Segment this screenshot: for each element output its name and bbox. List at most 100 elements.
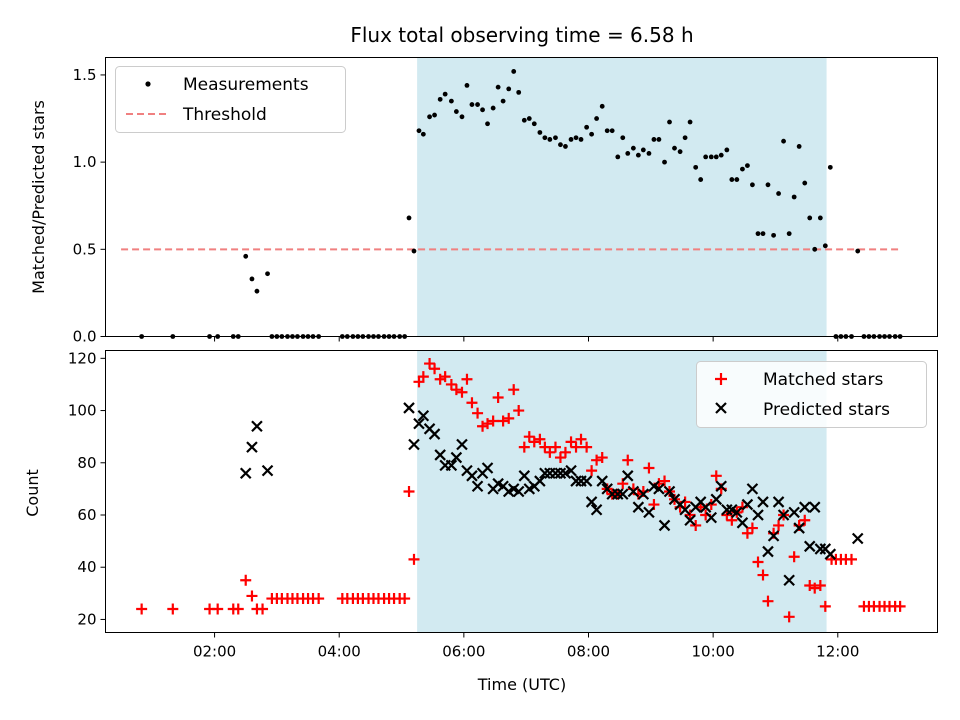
predicted-star-point bbox=[445, 459, 458, 472]
measurement-point bbox=[677, 149, 683, 155]
predicted-star-point bbox=[428, 428, 441, 440]
predicted-star-point bbox=[762, 545, 774, 558]
matched-star-point bbox=[809, 582, 821, 594]
measurement-point bbox=[734, 177, 740, 182]
predicted-star-point bbox=[239, 467, 252, 479]
matched-star-point bbox=[570, 441, 582, 453]
measurement-point bbox=[682, 135, 688, 141]
chart-title: Flux total observing time = 6.58 h bbox=[350, 23, 693, 47]
matched-star-point bbox=[445, 378, 457, 390]
measurement-point bbox=[506, 86, 512, 92]
y-tick-label: 0.5 bbox=[73, 240, 97, 258]
predicted-star-point bbox=[580, 475, 593, 487]
measurement-point bbox=[755, 231, 761, 237]
measurement-point bbox=[485, 121, 490, 127]
top-legend: Measurements Threshold bbox=[115, 66, 346, 133]
matched-star-point bbox=[622, 454, 634, 466]
measurement-point bbox=[480, 107, 485, 113]
matched-star-point bbox=[429, 363, 441, 375]
predicted-star-point bbox=[481, 462, 494, 474]
predicted-star-point bbox=[539, 467, 551, 479]
matched-star-point bbox=[482, 418, 494, 430]
predicted-star-point bbox=[512, 485, 525, 498]
bottom-x-axis-label: Time (UTC) bbox=[477, 675, 566, 694]
measurement-point bbox=[672, 145, 677, 151]
predicted-star-point bbox=[788, 506, 800, 519]
matched-star-point bbox=[450, 384, 462, 396]
measurement-point bbox=[521, 117, 527, 123]
matched-star-point bbox=[313, 593, 325, 605]
measurement-point bbox=[620, 135, 626, 141]
matched-star-point bbox=[845, 553, 857, 565]
predicted-star-point bbox=[798, 501, 811, 513]
legend-label-measurements: Measurements bbox=[183, 75, 309, 95]
matched-star-point bbox=[487, 415, 499, 427]
matched-star-point bbox=[518, 441, 530, 453]
matched-star-point bbox=[528, 436, 540, 448]
matched-star-point bbox=[819, 600, 831, 612]
matched-star-point bbox=[757, 569, 769, 581]
predicted-star-point bbox=[679, 504, 691, 516]
predicted-star-point bbox=[783, 574, 795, 587]
bottom-y-axis-label: Count bbox=[23, 469, 42, 517]
measurement-point bbox=[802, 180, 808, 186]
measurement-point bbox=[243, 253, 249, 259]
predicted-star-point bbox=[456, 438, 468, 451]
measurement-point bbox=[599, 103, 605, 109]
predicted-star-point bbox=[824, 548, 837, 560]
matched-star-point bbox=[212, 603, 224, 615]
matched-star-point bbox=[403, 486, 415, 497]
predicted-star-point bbox=[518, 470, 531, 482]
predicted-star-point bbox=[851, 532, 864, 545]
measurement-point bbox=[651, 137, 657, 142]
y-tick-label: 80 bbox=[77, 454, 96, 472]
measurement-point bbox=[855, 248, 861, 254]
measurement-point bbox=[511, 69, 517, 74]
measurement-point bbox=[542, 135, 548, 141]
measurement-point bbox=[729, 177, 735, 182]
predicted-star-point bbox=[612, 488, 624, 500]
top-x-axis bbox=[214, 336, 839, 342]
measurement-point bbox=[573, 135, 579, 141]
predicted-star-point bbox=[413, 417, 425, 430]
matched-star-point bbox=[591, 454, 603, 466]
matched-star-point bbox=[752, 556, 764, 568]
predicted-star-point bbox=[736, 517, 749, 529]
predicted-star-point bbox=[450, 451, 463, 464]
predicted-star-point bbox=[534, 475, 546, 487]
matched-star-point bbox=[417, 371, 429, 383]
predicted-star-point bbox=[658, 519, 671, 532]
matched-star-point bbox=[773, 519, 785, 531]
measurement-point bbox=[469, 102, 475, 107]
matched-star-point bbox=[508, 384, 520, 396]
predicted-star-point bbox=[715, 480, 728, 493]
matched-star-point bbox=[549, 441, 561, 453]
matched-star-point bbox=[492, 392, 504, 403]
measurement-point bbox=[745, 163, 750, 169]
matched-star-point bbox=[565, 436, 577, 448]
top-panel-marks bbox=[121, 69, 903, 339]
measurement-point bbox=[558, 142, 563, 148]
bottom-legend-box bbox=[696, 361, 927, 428]
predicted-star-point bbox=[251, 420, 263, 432]
matched-star-point bbox=[581, 441, 593, 453]
matched-star-point bbox=[690, 519, 702, 531]
measurement-point bbox=[718, 152, 724, 158]
top-y-axis-label: Matched/Predicted stars bbox=[29, 100, 48, 294]
measurement-point bbox=[568, 137, 574, 142]
y-tick-label: 120 bbox=[68, 349, 97, 367]
measurement-point bbox=[760, 231, 766, 237]
measurement-point bbox=[646, 151, 652, 156]
matched-star-point bbox=[710, 470, 722, 482]
measurement-point bbox=[625, 151, 631, 156]
measurement-point bbox=[807, 215, 813, 221]
measurement-point bbox=[776, 191, 781, 196]
matched-star-point bbox=[643, 462, 655, 474]
bottom-x-axis: 02:00 04:00 06:00 08:00 10:00 12:00 bbox=[193, 632, 859, 661]
measurement-point bbox=[547, 137, 553, 142]
matched-star-point bbox=[762, 595, 774, 607]
matched-star-point bbox=[466, 397, 478, 409]
matched-star-point bbox=[513, 405, 525, 417]
predicted-star-point bbox=[772, 496, 785, 508]
predicted-star-point bbox=[653, 483, 665, 495]
